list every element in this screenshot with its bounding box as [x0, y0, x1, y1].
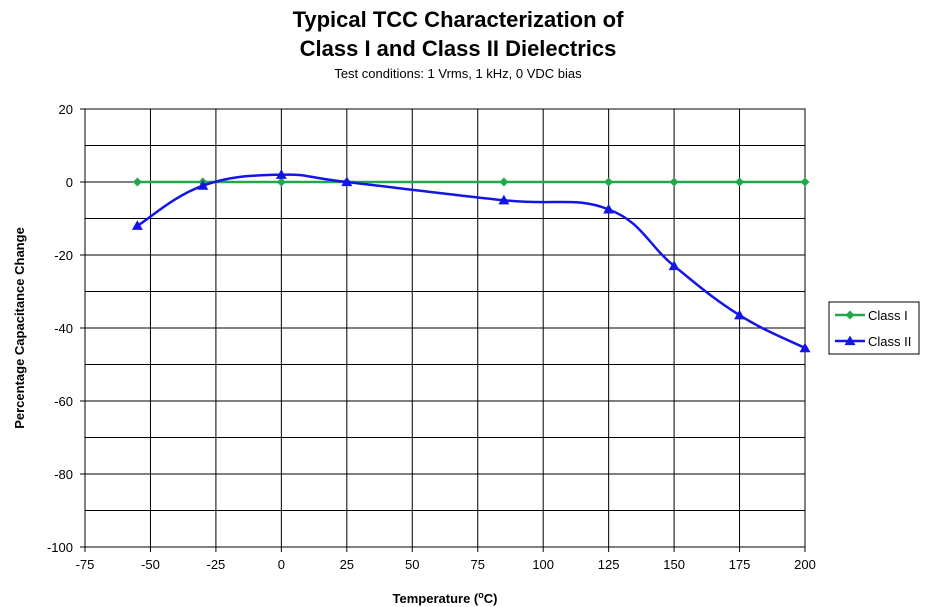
x-axis-title-prefix: Temperature ( [393, 591, 479, 606]
y-tick-label: -40 [54, 321, 73, 336]
legend-label: Class II [868, 334, 911, 349]
data-point [734, 309, 746, 320]
x-tick-label: -75 [76, 557, 95, 572]
data-point [131, 220, 143, 230]
chart-title-line-1: Typical TCC Characterization of [293, 7, 625, 32]
data-point [276, 177, 286, 187]
series-line [136, 173, 806, 350]
x-tick-label: 50 [405, 557, 419, 572]
chart-subtitle: Test conditions: 1 Vrms, 1 kHz, 0 VDC bi… [334, 66, 582, 81]
x-tick-label: 75 [470, 557, 484, 572]
x-tick-label: -25 [207, 557, 226, 572]
tick-labels: -75 -50 -25 0 25 50 75 100 125 150 175 200-100-80-6… [47, 102, 816, 572]
y-tick-label: 20 [59, 102, 73, 117]
y-tick-label: -80 [54, 467, 73, 482]
data-point [341, 176, 353, 187]
x-tick-label: 100 [532, 557, 554, 572]
data-point [498, 194, 510, 205]
data-point [132, 177, 142, 187]
data-point [275, 169, 287, 179]
y-tick-label: -20 [54, 248, 73, 263]
data-point [604, 177, 614, 187]
data-point [799, 342, 811, 353]
x-tick-label: 125 [598, 557, 620, 572]
y-tick-label: -60 [54, 394, 73, 409]
x-tick-label: -50 [141, 557, 160, 572]
chart-title-line-2: Class I and Class II Dielectrics [300, 36, 617, 61]
data-point [669, 177, 679, 187]
data-point [499, 177, 509, 187]
data-point [668, 260, 680, 271]
data-point [735, 177, 745, 187]
series-class-ii [131, 169, 811, 353]
legend-swatch-marker [844, 335, 856, 346]
data-point [603, 203, 615, 214]
x-tick-label: 150 [663, 557, 685, 572]
legend-label: Class I [868, 308, 908, 323]
y-axis-title: Percentage Capacitance Change [12, 227, 27, 429]
series-group [131, 169, 811, 353]
y-tick-label: 0 [66, 175, 73, 190]
x-axis-title-sup: o [478, 590, 484, 600]
x-tick-label: 175 [729, 557, 751, 572]
y-tick-label: -100 [47, 540, 73, 555]
x-axis-title: Temperature (oC) [393, 590, 498, 606]
legend-swatch-marker [845, 310, 855, 320]
x-tick-label: 200 [794, 557, 816, 572]
x-tick-label: 25 [340, 557, 354, 572]
legend: Class I Class II [828, 301, 920, 355]
data-point [800, 177, 810, 187]
legend-items: Class I Class II [835, 308, 911, 349]
x-axis-title-suffix: C) [484, 591, 498, 606]
data-point [197, 180, 209, 190]
plot-area [84, 108, 806, 548]
legend-box [828, 301, 920, 355]
x-tick-label: 0 [278, 557, 285, 572]
grid [80, 108, 806, 552]
